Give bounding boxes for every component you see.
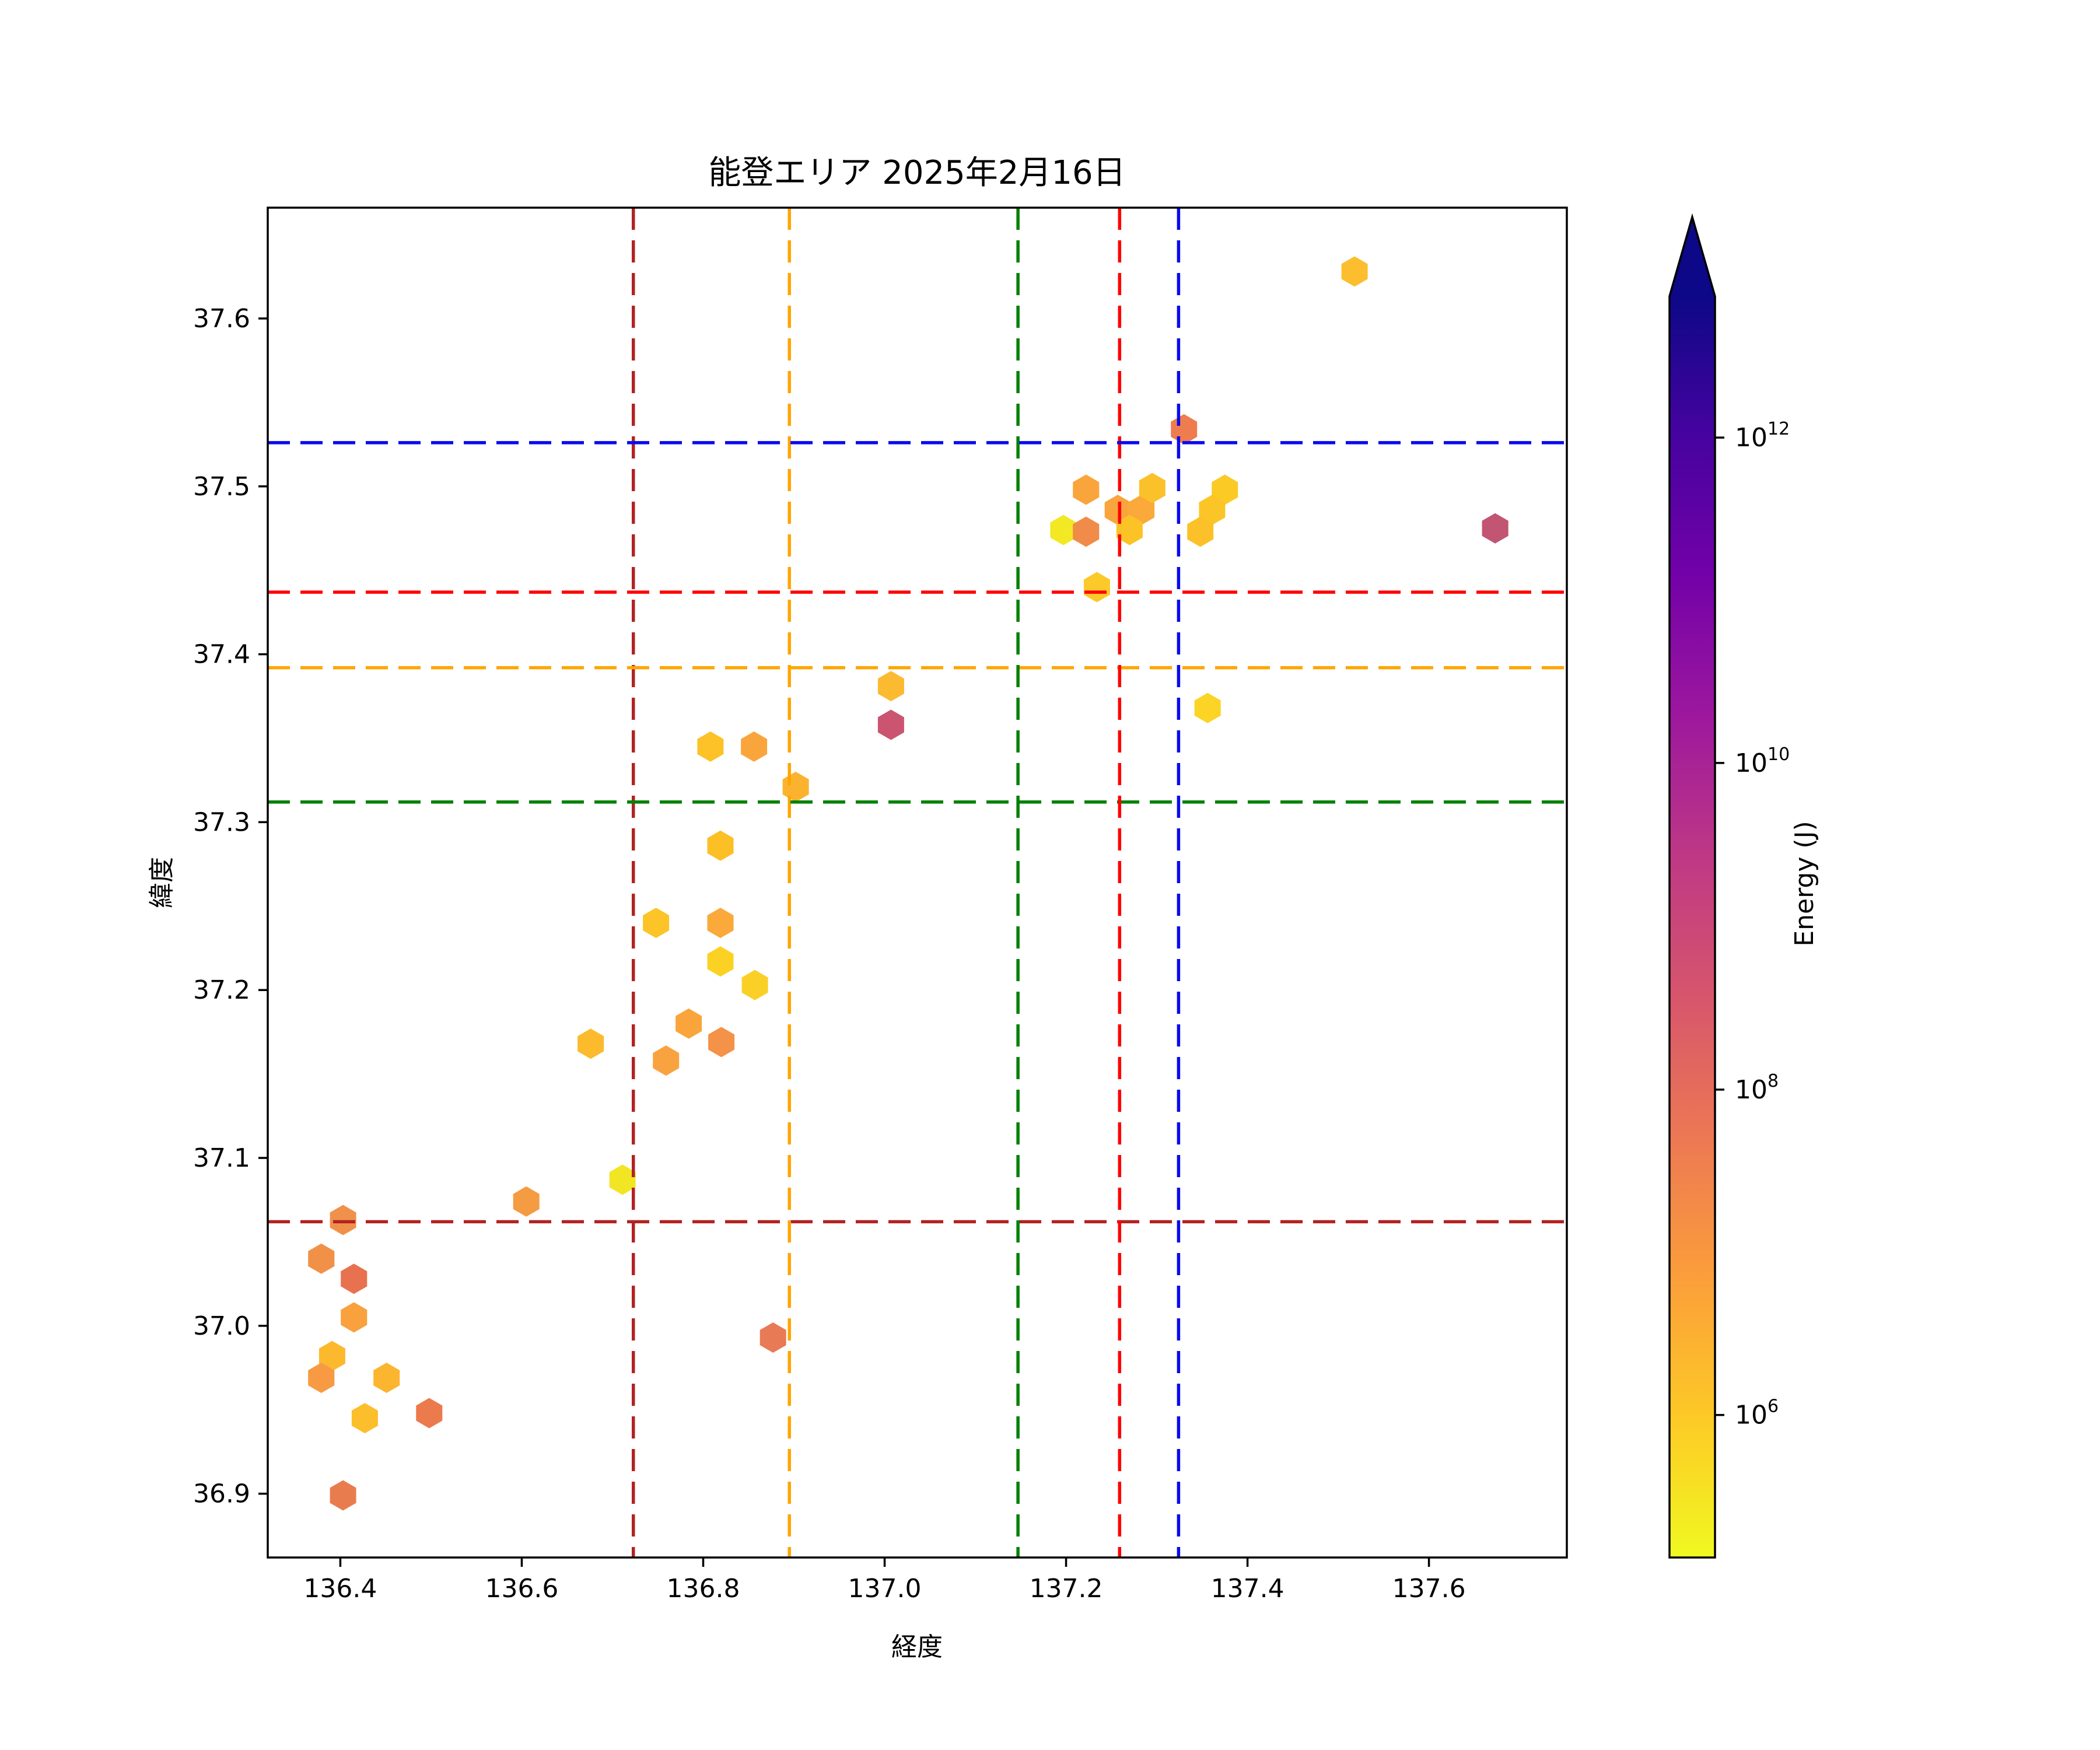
hex-marker xyxy=(1199,495,1226,526)
y-tick-label: 37.6 xyxy=(193,304,250,334)
hex-marker xyxy=(1104,495,1131,526)
y-tick-label: 37.1 xyxy=(193,1143,250,1173)
hex-marker xyxy=(1341,256,1368,287)
hex-marker xyxy=(609,1164,636,1195)
chart-title: 能登エリア 2025年2月16日 xyxy=(708,154,1125,192)
y-tick-label: 37.5 xyxy=(193,472,250,502)
x-tick-label: 137.4 xyxy=(1211,1574,1284,1604)
y-tick-label: 37.2 xyxy=(193,975,250,1005)
hex-marker xyxy=(1171,414,1198,444)
y-tick-label: 37.4 xyxy=(193,640,250,670)
hex-marker xyxy=(643,908,670,939)
hex-marker xyxy=(330,1205,356,1236)
hex-marker xyxy=(1073,474,1100,505)
y-tick-label: 37.0 xyxy=(193,1311,250,1341)
hex-marker xyxy=(1212,474,1238,505)
hex-marker xyxy=(341,1264,368,1294)
hex-marker xyxy=(1083,572,1110,603)
hex-marker xyxy=(760,1322,786,1353)
hex-marker xyxy=(1187,516,1214,547)
hex-marker xyxy=(676,1008,702,1039)
y-tick-label: 36.9 xyxy=(193,1479,250,1509)
hex-marker xyxy=(308,1243,335,1274)
axes-layer: 136.4 136.6 136.8 137.0 137.2 137.4 137.6 36.9 3… xyxy=(193,206,1568,1604)
hex-marker xyxy=(1139,473,1166,503)
hex-marker xyxy=(1050,514,1077,545)
colorbar-gradient-bar xyxy=(1668,213,1716,1559)
hex-marker xyxy=(653,1045,680,1076)
hex-marker xyxy=(1194,692,1221,723)
hex-marker xyxy=(416,1398,443,1429)
hex-marker xyxy=(308,1363,335,1393)
hex-marker xyxy=(707,908,734,939)
x-tick-label: 137.6 xyxy=(1392,1574,1466,1604)
hex-marker xyxy=(877,709,904,740)
hex-marker xyxy=(1482,513,1508,544)
x-tick-label: 137.2 xyxy=(1030,1574,1103,1604)
y-axis-label: 緯度 xyxy=(147,857,177,908)
hex-marker xyxy=(741,731,768,762)
x-tick-label: 136.8 xyxy=(666,1574,740,1604)
hex-marker xyxy=(741,970,768,1000)
hex-marker xyxy=(1116,514,1143,545)
hex-marker xyxy=(513,1186,540,1217)
x-tick-label: 136.4 xyxy=(303,1574,377,1604)
colorbar-tick-label: 1010 xyxy=(1735,744,1790,778)
hex-marker xyxy=(373,1363,400,1393)
colorbar-tick-label: 1012 xyxy=(1735,419,1790,453)
hex-marker xyxy=(318,1340,345,1371)
x-tick-label: 136.6 xyxy=(485,1574,558,1604)
colorbar-tick-label: 106 xyxy=(1735,1396,1779,1430)
hex-marker xyxy=(578,1028,604,1059)
hex-marker xyxy=(782,771,809,802)
x-tick-label: 137.0 xyxy=(848,1574,922,1604)
hex-marker xyxy=(1128,495,1155,526)
crosshair-lines-layer xyxy=(268,208,1567,1558)
scatter-points-layer xyxy=(308,256,1508,1511)
hex-marker xyxy=(341,1302,368,1333)
hex-marker xyxy=(330,1480,356,1511)
colorbar-label: Energy (J) xyxy=(1790,821,1819,946)
x-axis-label: 経度 xyxy=(891,1632,943,1662)
plot-border xyxy=(267,206,1568,1559)
y-tick-label: 37.3 xyxy=(193,807,250,837)
colorbar: 1012 1010 108 106 xyxy=(1668,213,1790,1559)
colorbar-tick-label: 108 xyxy=(1735,1071,1779,1105)
hex-marker xyxy=(707,830,734,861)
hex-marker xyxy=(708,1027,735,1058)
hex-marker xyxy=(1073,516,1100,547)
hex-marker xyxy=(707,946,734,977)
hex-marker xyxy=(351,1403,378,1434)
hex-marker xyxy=(877,671,904,702)
hex-marker xyxy=(697,731,724,762)
